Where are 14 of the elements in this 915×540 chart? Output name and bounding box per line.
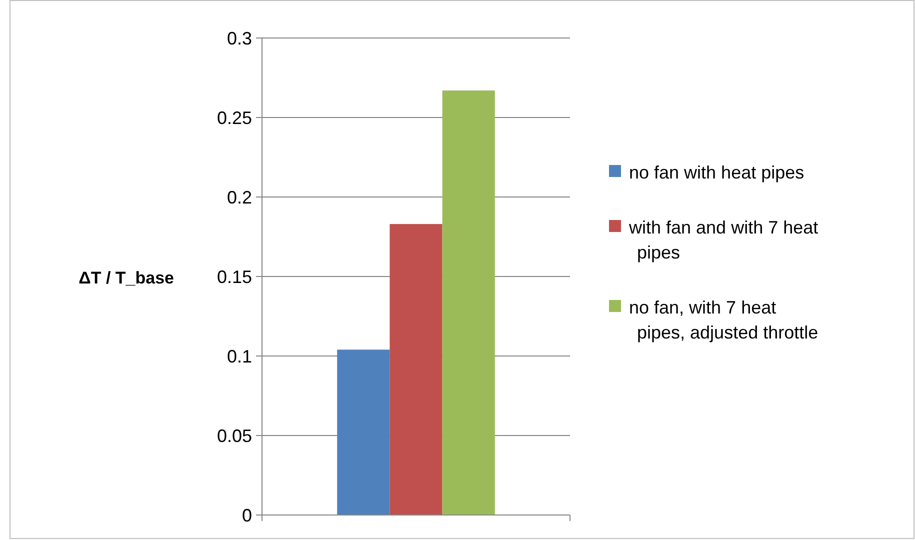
y-tick-label: 0.3 — [226, 28, 252, 48]
bar — [390, 224, 442, 515]
bar — [442, 90, 495, 515]
y-tick-label: 0.25 — [216, 108, 252, 128]
y-axis-title: ΔT / T_base — [78, 268, 174, 288]
y-tick-label: 0.1 — [226, 346, 252, 366]
legend-label: no fan, with 7 heat pipes, adjusted throttle — [629, 297, 818, 342]
bar — [337, 350, 390, 515]
legend-label: no fan with heat pipes — [629, 162, 804, 182]
y-tick-label: 0.05 — [216, 426, 252, 446]
y-tick-label: 0 — [242, 505, 252, 526]
y-tick-label: 0.15 — [216, 266, 252, 287]
legend-label: with fan and with 7 heat pipes — [628, 217, 818, 262]
y-tick-label: 0.2 — [226, 187, 252, 208]
